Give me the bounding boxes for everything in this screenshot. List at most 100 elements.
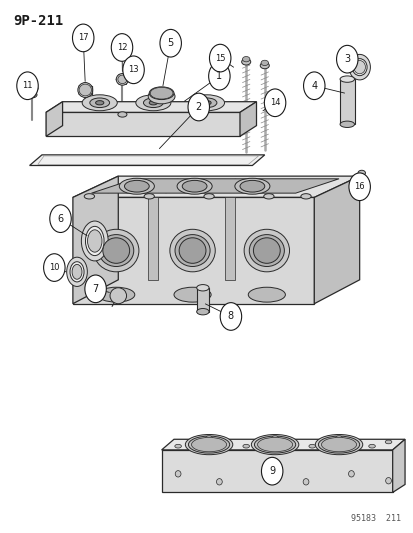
Ellipse shape	[300, 193, 311, 199]
Ellipse shape	[248, 287, 285, 302]
Text: 12: 12	[116, 43, 127, 52]
Circle shape	[336, 45, 357, 73]
Ellipse shape	[244, 229, 289, 272]
Polygon shape	[224, 197, 234, 280]
Polygon shape	[73, 176, 359, 197]
Text: 9: 9	[268, 466, 275, 476]
Ellipse shape	[385, 478, 391, 484]
Ellipse shape	[197, 98, 216, 108]
Ellipse shape	[79, 84, 91, 96]
Ellipse shape	[205, 436, 212, 440]
Text: 10: 10	[49, 263, 59, 272]
Ellipse shape	[175, 235, 209, 266]
Text: 13: 13	[128, 66, 138, 74]
Polygon shape	[196, 288, 209, 312]
Ellipse shape	[335, 436, 342, 440]
Ellipse shape	[240, 180, 264, 192]
Polygon shape	[339, 79, 354, 124]
Ellipse shape	[135, 95, 171, 111]
Text: 2: 2	[195, 102, 202, 112]
Circle shape	[159, 29, 181, 57]
Ellipse shape	[124, 180, 149, 192]
Ellipse shape	[271, 436, 278, 440]
Text: 17: 17	[78, 34, 88, 43]
Ellipse shape	[189, 95, 224, 111]
Ellipse shape	[26, 92, 37, 98]
Ellipse shape	[251, 434, 298, 455]
Circle shape	[43, 254, 65, 281]
Ellipse shape	[82, 95, 117, 111]
Text: 16: 16	[354, 182, 364, 191]
Ellipse shape	[216, 479, 222, 485]
Polygon shape	[240, 102, 256, 136]
Ellipse shape	[90, 98, 109, 108]
Ellipse shape	[72, 264, 82, 279]
Ellipse shape	[196, 309, 209, 315]
Ellipse shape	[339, 76, 354, 82]
Ellipse shape	[177, 178, 211, 194]
Circle shape	[111, 34, 133, 61]
Ellipse shape	[85, 227, 104, 256]
Ellipse shape	[263, 193, 273, 199]
Ellipse shape	[93, 229, 139, 272]
Ellipse shape	[261, 471, 267, 477]
Ellipse shape	[348, 471, 354, 477]
Ellipse shape	[66, 257, 87, 286]
Circle shape	[72, 24, 94, 52]
Text: 11: 11	[22, 81, 33, 90]
Polygon shape	[46, 102, 62, 136]
Ellipse shape	[196, 285, 209, 291]
Ellipse shape	[97, 287, 135, 302]
Ellipse shape	[257, 438, 292, 452]
Ellipse shape	[98, 235, 133, 266]
Text: 4: 4	[311, 81, 317, 91]
Circle shape	[303, 72, 324, 100]
Ellipse shape	[321, 438, 356, 452]
Ellipse shape	[302, 479, 308, 485]
Ellipse shape	[254, 436, 295, 453]
Ellipse shape	[308, 445, 315, 448]
Polygon shape	[392, 439, 404, 492]
Polygon shape	[161, 439, 404, 450]
Polygon shape	[161, 450, 392, 492]
Ellipse shape	[149, 87, 173, 100]
Ellipse shape	[144, 193, 154, 199]
Ellipse shape	[87, 230, 102, 252]
Text: 1: 1	[216, 71, 222, 81]
Ellipse shape	[242, 56, 249, 62]
Ellipse shape	[148, 89, 175, 104]
Text: 8: 8	[227, 311, 233, 321]
Circle shape	[348, 173, 370, 200]
Ellipse shape	[118, 112, 127, 117]
Polygon shape	[91, 179, 338, 193]
Ellipse shape	[261, 60, 268, 66]
Ellipse shape	[185, 434, 232, 455]
Polygon shape	[148, 197, 158, 280]
Ellipse shape	[78, 83, 93, 98]
Ellipse shape	[339, 121, 354, 127]
Ellipse shape	[116, 74, 128, 85]
Polygon shape	[46, 112, 240, 136]
Circle shape	[50, 205, 71, 232]
Ellipse shape	[81, 221, 108, 261]
Ellipse shape	[385, 440, 391, 444]
Ellipse shape	[368, 445, 375, 448]
Circle shape	[85, 275, 106, 303]
Ellipse shape	[150, 87, 173, 99]
Text: 9P-211: 9P-211	[13, 14, 63, 28]
Ellipse shape	[182, 180, 206, 192]
Ellipse shape	[143, 98, 163, 108]
Ellipse shape	[118, 75, 127, 84]
Circle shape	[209, 44, 230, 72]
Text: 7: 7	[92, 284, 98, 294]
Ellipse shape	[119, 178, 154, 194]
Ellipse shape	[173, 287, 211, 302]
Ellipse shape	[110, 288, 126, 304]
Ellipse shape	[102, 238, 129, 263]
Polygon shape	[73, 197, 313, 304]
Text: 5: 5	[167, 38, 173, 48]
Ellipse shape	[241, 59, 250, 65]
Ellipse shape	[242, 445, 249, 448]
Ellipse shape	[188, 436, 229, 453]
Ellipse shape	[70, 262, 84, 282]
